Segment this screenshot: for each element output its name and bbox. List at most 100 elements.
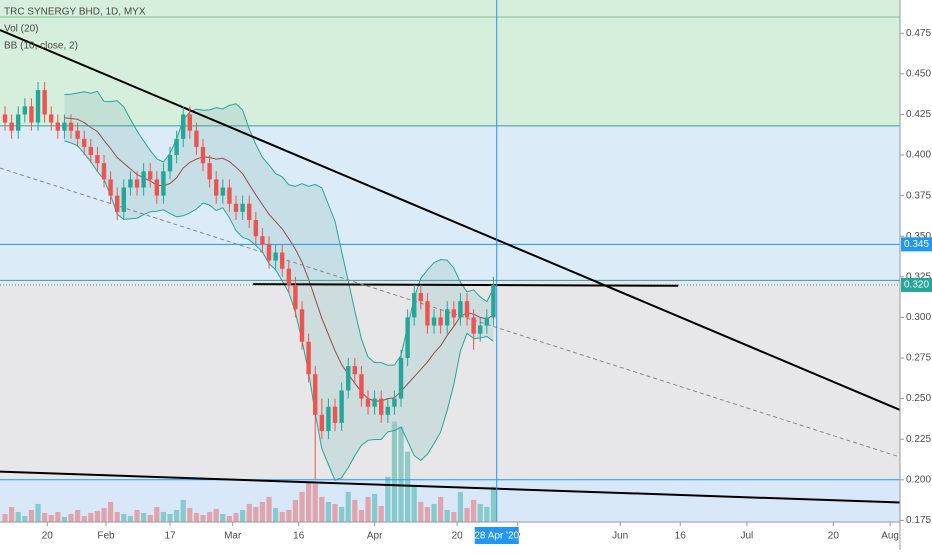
- trendline: [0, 167, 901, 458]
- x-tick-label: 16: [293, 531, 305, 542]
- volume-bar: [385, 476, 391, 522]
- volume-bar: [226, 515, 233, 522]
- volume-bar: [81, 515, 87, 522]
- candle-body: [372, 398, 377, 407]
- volume-bar: [490, 486, 497, 522]
- volume-bar: [174, 509, 180, 522]
- price-badge: [901, 277, 932, 292]
- candle-body: [247, 203, 252, 221]
- time-axis-bg: [0, 522, 932, 550]
- x-tick-label: Jun: [612, 531, 628, 542]
- y-tick-label: 0.350: [906, 231, 931, 242]
- candle-body: [273, 252, 278, 261]
- candle-body: [286, 268, 292, 285]
- candle-body: [398, 358, 404, 399]
- y-tick-label: 0.400: [906, 150, 931, 161]
- volume-bar: [391, 421, 398, 522]
- volume-bar: [187, 507, 193, 522]
- x-tick-label: 20: [452, 531, 464, 542]
- volume-bar: [279, 511, 285, 522]
- volume-bar: [345, 491, 351, 522]
- candle-body: [55, 122, 61, 131]
- zone: [0, 125, 900, 281]
- volume-bar: [484, 506, 490, 522]
- candle-body: [82, 138, 87, 147]
- x-tick-label: Feb: [97, 531, 115, 542]
- volume-bar: [339, 506, 345, 522]
- crosshair-label: 28 Apr '20: [474, 531, 519, 542]
- indicator-label: Vol (20): [4, 24, 38, 35]
- candle-body: [352, 366, 358, 375]
- candle-body: [332, 406, 338, 423]
- x-tick-label: Jul: [740, 531, 753, 542]
- y-tick-label: 0.325: [906, 271, 931, 282]
- candle-body: [194, 130, 199, 147]
- candle-body: [359, 374, 364, 399]
- x-tick-label: Aug: [881, 531, 899, 542]
- candle-body: [299, 309, 305, 342]
- candle-body: [240, 203, 245, 212]
- candle-body: [293, 284, 298, 310]
- volume-bar: [114, 511, 120, 522]
- volume-bar: [240, 509, 246, 522]
- x-tick-label: 16: [675, 531, 687, 542]
- volume-bar: [28, 509, 35, 522]
- bb-lower: [64, 140, 494, 481]
- y-tick-label: 0.275: [906, 353, 931, 364]
- volume-bar: [193, 512, 200, 522]
- candle-body: [121, 187, 127, 212]
- volume-bar: [61, 516, 68, 522]
- candle-body: [187, 114, 193, 131]
- candle-body: [101, 163, 107, 180]
- volume-bar: [444, 509, 450, 522]
- candle-body: [75, 130, 80, 139]
- volume-bar: [451, 511, 457, 522]
- candle-body: [207, 163, 212, 180]
- volume-bar: [108, 501, 114, 522]
- zone: [0, 280, 900, 480]
- volume-bar: [457, 491, 464, 522]
- y-tick-label: 0.225: [906, 434, 931, 445]
- volume-bar: [68, 513, 74, 522]
- candle-body: [9, 122, 14, 131]
- candle-body: [478, 325, 483, 334]
- candle-body: [42, 90, 47, 115]
- x-tick-label: 20: [828, 531, 840, 542]
- volume-bar: [35, 503, 41, 522]
- volume-bar: [372, 493, 378, 522]
- candle-body: [326, 406, 331, 432]
- volume-bar: [273, 507, 279, 522]
- volume-bar: [101, 507, 107, 522]
- volume-bar: [75, 509, 81, 522]
- volume-bar: [286, 509, 292, 522]
- candle-body: [115, 195, 120, 212]
- candle-body: [181, 114, 186, 139]
- volume-bar: [405, 451, 411, 522]
- volume-bar: [147, 514, 153, 522]
- volume-bar: [48, 514, 54, 522]
- candle-body: [379, 398, 384, 415]
- candle-body: [95, 155, 100, 164]
- candle-body: [313, 374, 318, 415]
- candle-body: [174, 138, 179, 156]
- trendline: [0, 29, 901, 411]
- candle-body: [260, 236, 265, 245]
- candle-body: [167, 155, 173, 172]
- volume-bar: [299, 491, 305, 522]
- volume-bar: [358, 509, 365, 522]
- candle-body: [22, 106, 28, 115]
- volume-bar: [207, 511, 213, 522]
- candle-body: [438, 317, 443, 326]
- trendline: [253, 283, 679, 287]
- volume-bar: [378, 505, 384, 522]
- candle-body: [134, 179, 140, 188]
- zone: [0, 0, 900, 126]
- volume-bar: [438, 496, 444, 522]
- volume-bar: [127, 515, 134, 522]
- candle-body: [29, 106, 34, 123]
- bb-fill: [64, 91, 494, 481]
- volume-bar: [141, 512, 147, 522]
- candle-body: [49, 114, 54, 123]
- candle-body: [227, 187, 232, 204]
- candle-body: [471, 317, 476, 334]
